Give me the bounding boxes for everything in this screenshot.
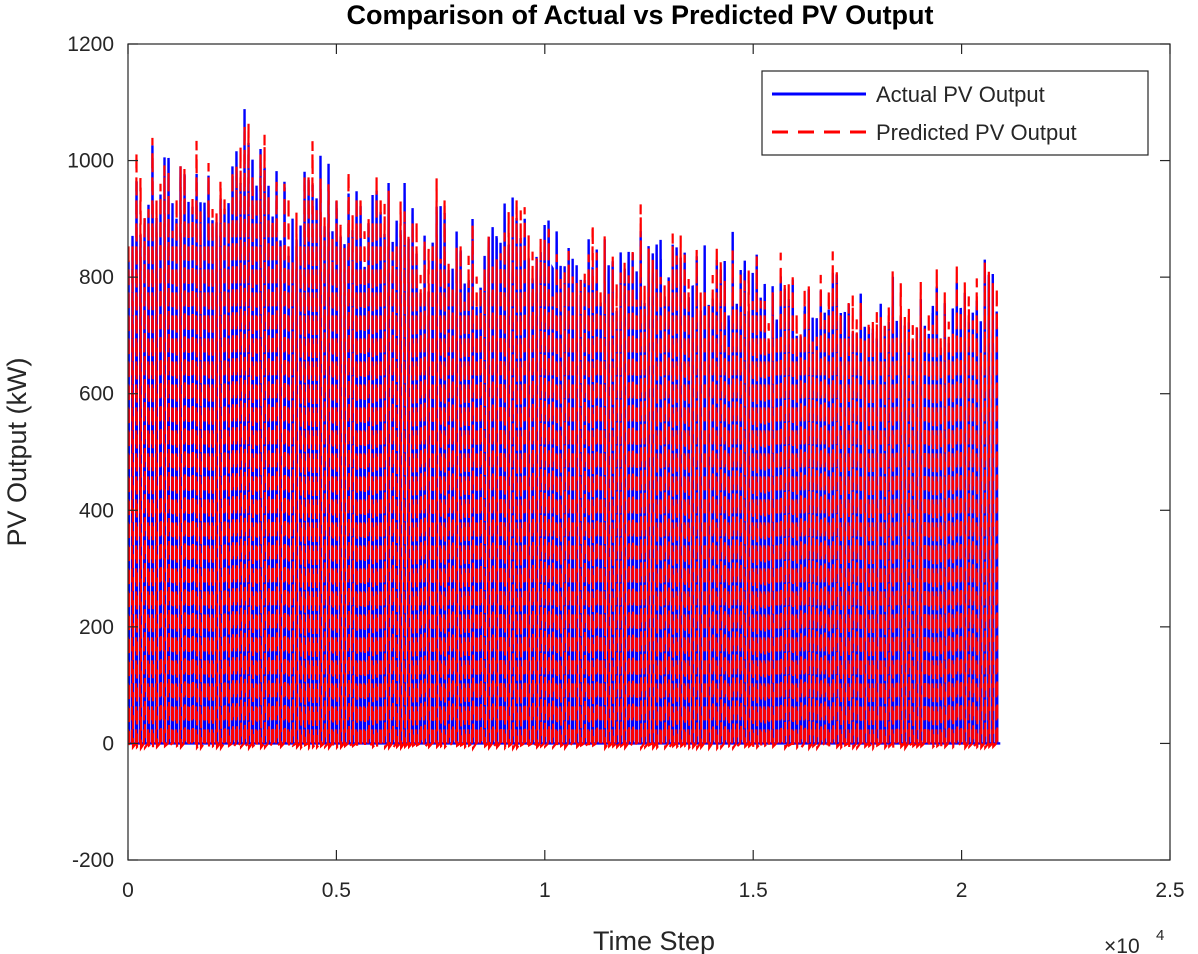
y-axis-label: PV Output (kW) <box>2 357 32 546</box>
x-tick-label: 1.5 <box>739 879 768 902</box>
y-tick-label: 800 <box>79 266 114 289</box>
x-axis-exponent-base: ×10 <box>1104 935 1140 954</box>
y-tick-label: 0 <box>102 732 114 755</box>
y-tick-label: -200 <box>72 849 114 872</box>
legend-actual-label: Actual PV Output <box>876 82 1045 107</box>
legend-predicted-label: Predicted PV Output <box>876 120 1077 145</box>
y-tick-label: 1000 <box>67 150 114 173</box>
x-tick-label: 2 <box>956 879 968 902</box>
chart-title: Comparison of Actual vs Predicted PV Out… <box>346 0 933 30</box>
y-axis-ticks: -200 0 200 400 600 800 1000 1200 <box>67 33 1170 872</box>
x-axis-ticks: 0 0.5 1 1.5 2 2.5 <box>122 44 1185 902</box>
axes-box <box>127 43 1171 861</box>
legend-box <box>761 70 1149 156</box>
x-axis-exponent-power: 4 <box>1156 927 1164 944</box>
x-axis-label: Time Step <box>593 926 715 954</box>
legend: Actual PV Output Predicted PV Output <box>761 70 1149 156</box>
plot-area <box>127 43 1171 861</box>
x-tick-label: 2.5 <box>1155 879 1184 902</box>
y-tick-label: 1200 <box>67 33 114 56</box>
y-tick-label: 600 <box>79 383 114 406</box>
x-tick-label: 0.5 <box>322 879 351 902</box>
x-tick-label: 0 <box>122 879 134 902</box>
y-tick-label: 200 <box>79 616 114 639</box>
y-tick-label: 400 <box>79 499 114 522</box>
x-tick-label: 1 <box>539 879 551 902</box>
